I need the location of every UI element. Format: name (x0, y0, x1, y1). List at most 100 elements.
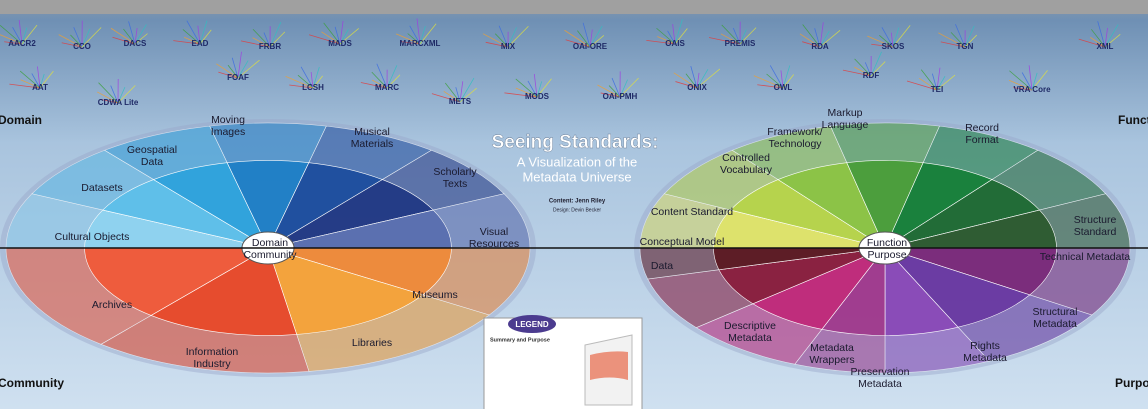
burst-ray (1091, 29, 1106, 48)
burst-ray (134, 24, 147, 45)
burst-ray (339, 29, 349, 45)
burst-ray (708, 37, 741, 45)
segment-label: Content Standard (651, 206, 733, 218)
segment-label: Metadata (810, 342, 854, 354)
burst-ray (1104, 27, 1108, 48)
burst-ray (696, 68, 721, 89)
segment-label: Structural (1033, 306, 1078, 318)
burst-ray (237, 60, 249, 79)
burst-ray (675, 81, 698, 89)
burst-ray (931, 73, 938, 91)
burst-ray (81, 27, 102, 48)
burst-ray (186, 20, 201, 45)
standard-label: MARC (375, 83, 399, 92)
burst-ray (1031, 70, 1048, 91)
burst-ray (533, 73, 538, 98)
burst-ray (18, 20, 23, 45)
burst-ray (936, 76, 946, 91)
burst-ray (854, 66, 872, 77)
segment-label: Rights (970, 340, 1000, 352)
burst-ray (12, 27, 23, 45)
segment-label: Wrappers (809, 354, 854, 366)
segment-label: Record (965, 122, 999, 134)
burst-ray (950, 32, 966, 48)
burst-ray (507, 25, 529, 48)
segment-label: Metadata (1033, 318, 1077, 330)
burst-ray (409, 25, 421, 45)
burst-ray (890, 32, 894, 48)
burst-ray (674, 28, 688, 45)
burst-ray (589, 29, 593, 48)
standard-label: LCSH (302, 83, 324, 92)
standard-label: DACS (124, 39, 147, 48)
burst-ray (867, 35, 894, 48)
sector-inner (150, 247, 298, 336)
burst-ray (371, 79, 388, 89)
segment-label: Images (211, 126, 245, 138)
segment-label: Preservation (851, 366, 910, 378)
segment-label: Data (141, 156, 163, 168)
burst-ray (1008, 79, 1033, 91)
legend-pill (508, 315, 556, 333)
burst-ray (455, 87, 461, 103)
burst-ray (289, 84, 314, 89)
standard-label: METS (449, 97, 472, 106)
standard-label: CCO (73, 42, 91, 51)
standard-label: OWL (774, 83, 793, 92)
burst-ray (657, 36, 676, 45)
burst-ray (134, 33, 148, 45)
burst-ray (21, 27, 28, 45)
burst-ray (9, 83, 41, 89)
segment-label: Visual (480, 226, 508, 238)
burst-ray (814, 28, 821, 48)
burst-ray (892, 27, 900, 48)
burst-ray (252, 37, 271, 48)
burst-ray (297, 74, 314, 89)
burst-ray (37, 66, 41, 89)
segment-label: Technology (768, 138, 822, 150)
burst-ray (696, 72, 700, 89)
segment-label: Scholarly (433, 166, 477, 178)
burst-ray (757, 84, 784, 89)
burst-ray (753, 75, 784, 89)
segment-label: Vocabulary (720, 164, 773, 176)
burst-ray (721, 24, 741, 45)
standard-label: OAI-PMH (603, 92, 638, 101)
burst-ray (61, 42, 83, 48)
burst-ray (619, 79, 628, 98)
burst-ray (183, 36, 201, 45)
sector-inner (84, 247, 270, 316)
burst-ray (100, 98, 119, 104)
burst-ray (443, 91, 461, 103)
burst-ray (218, 71, 239, 79)
segment-label: Metadata (963, 352, 1007, 364)
burst-ray (117, 86, 126, 104)
burst-ray (769, 65, 784, 89)
burst-ray (1078, 38, 1106, 48)
burst-ray (39, 70, 54, 89)
burst-ray (459, 81, 464, 103)
burst-ray (269, 21, 282, 48)
segment-label: Materials (351, 138, 394, 150)
burst-ray (419, 23, 437, 45)
standard-label: OAIS (665, 39, 685, 48)
burst-ray (674, 18, 683, 45)
burst-ray (782, 65, 791, 89)
burst-ray (564, 29, 591, 48)
burst-ray (870, 51, 882, 77)
segment-label: Standard (1074, 226, 1117, 238)
burst-ray (73, 27, 83, 48)
burst-ray (906, 80, 938, 91)
burst-ray (431, 93, 461, 103)
side-label: Function (1118, 113, 1148, 127)
burst-ray (240, 40, 271, 48)
burst-ray (799, 33, 821, 48)
sector-inner (884, 247, 1057, 296)
burst-ray (112, 36, 136, 45)
burst-ray (739, 27, 757, 45)
burst-ray (1104, 34, 1121, 48)
side-label: Community (0, 376, 64, 390)
burst-ray (871, 43, 894, 48)
burst-ray (685, 73, 698, 89)
burst-ray (407, 33, 421, 45)
